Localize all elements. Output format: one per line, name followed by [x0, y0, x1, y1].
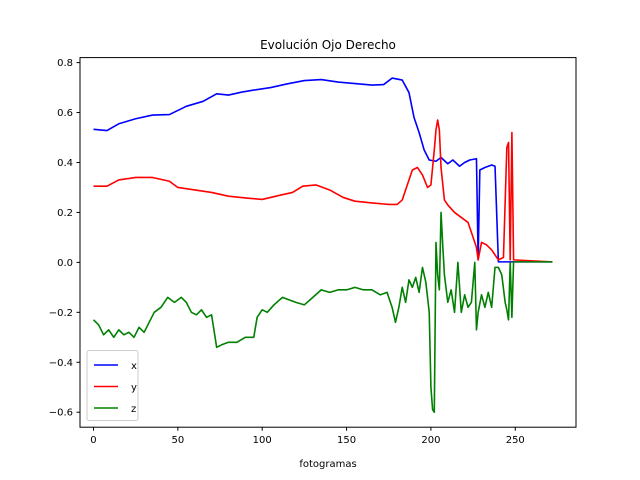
y-tick-label: 0.6	[57, 108, 73, 119]
x-axis-label: fotogramas	[299, 459, 356, 470]
series-layer	[92, 77, 553, 414]
chart-title: Evolución Ojo Derecho	[260, 38, 396, 52]
y-axis: −0.6 −0.4 −0.2 0.0 0.2 0.4 0.6 0.8	[49, 58, 80, 419]
y-tick-label: −0.4	[49, 358, 73, 369]
x-tick-label: 100	[253, 435, 272, 446]
series-line-z	[92, 211, 553, 414]
y-tick-label: 0.0	[57, 258, 73, 269]
legend-label-y: y	[131, 383, 137, 394]
x-axis: 0 50 100 150 200 250	[90, 427, 525, 446]
y-tick-label: 0.8	[57, 58, 73, 69]
legend: xyz	[86, 350, 139, 421]
x-tick-label: 0	[90, 435, 96, 446]
series-line-x	[93, 77, 553, 263]
legend-label-x: x	[131, 361, 137, 372]
y-tick-label: −0.2	[49, 308, 73, 319]
x-tick-label: 150	[337, 435, 356, 446]
y-tick-label: 0.4	[57, 158, 73, 169]
x-tick-label: 200	[421, 435, 440, 446]
y-tick-label: 0.2	[57, 208, 73, 219]
x-tick-label: 250	[506, 435, 525, 446]
legend-box	[86, 350, 139, 421]
y-tick-label: −0.6	[49, 408, 73, 419]
series-line-y	[93, 119, 553, 263]
x-tick-label: 50	[171, 435, 184, 446]
plot-frame	[79, 57, 577, 428]
legend-label-z: z	[131, 404, 136, 415]
